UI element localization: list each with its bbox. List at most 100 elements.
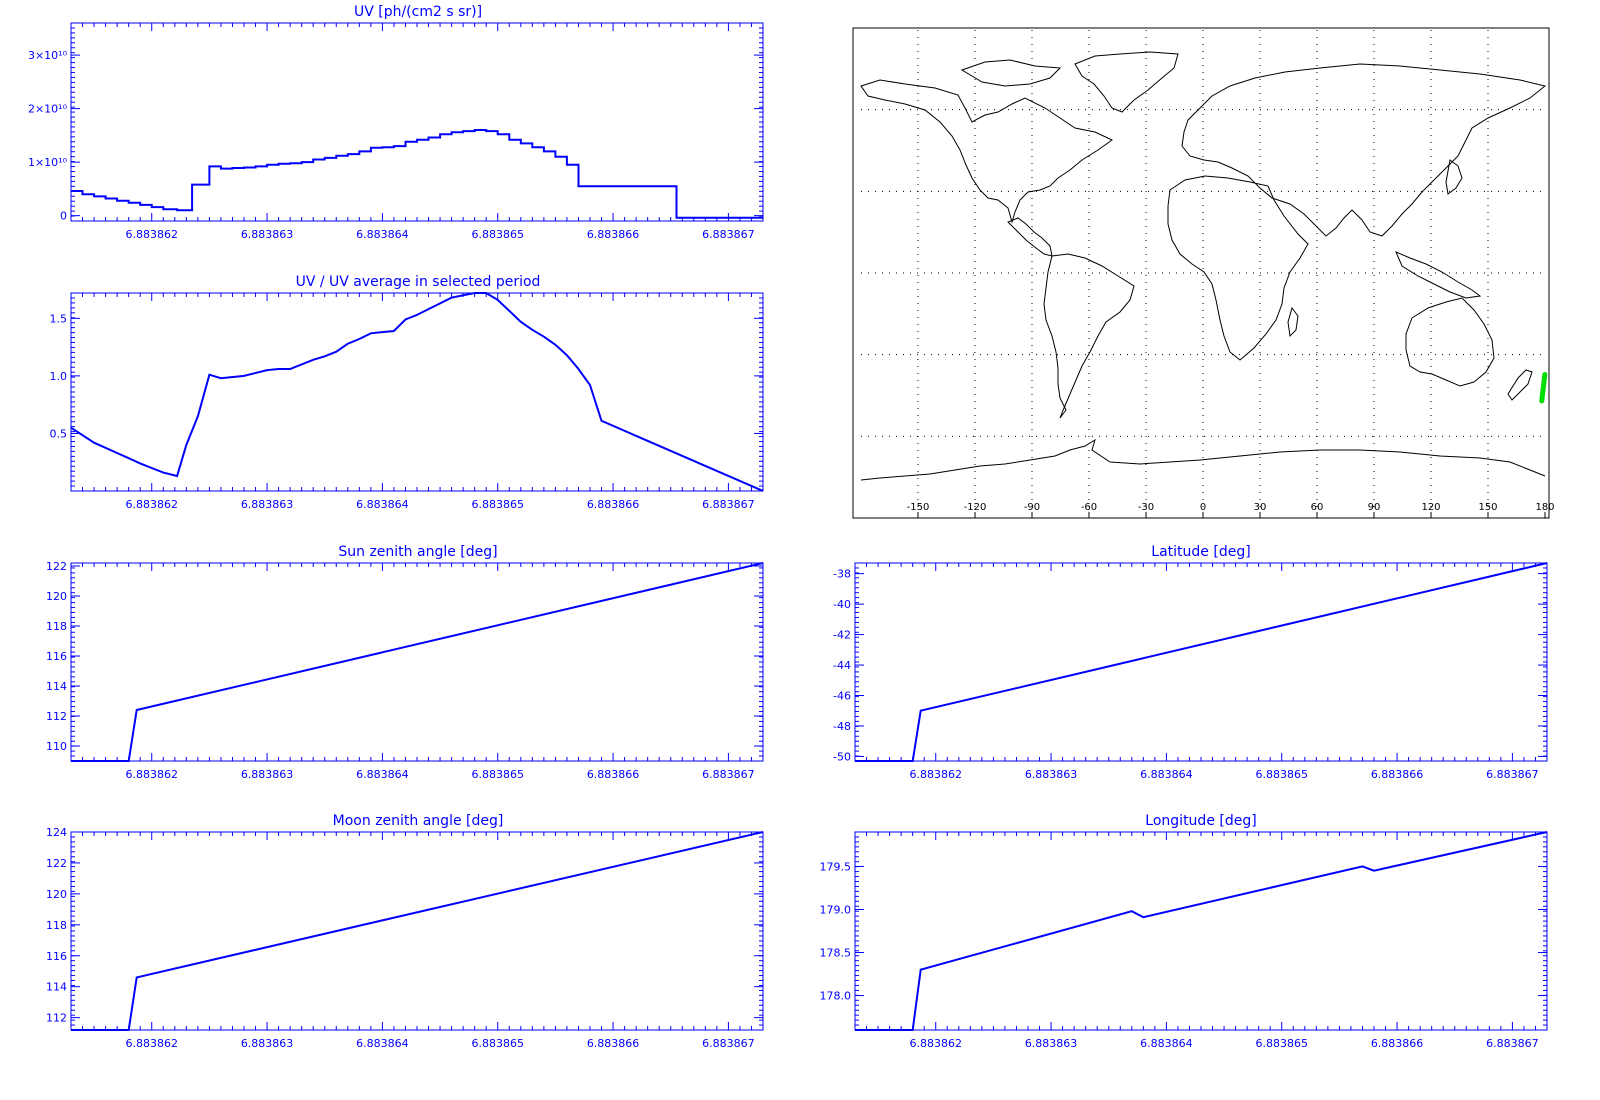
satellite-track (1539, 372, 1548, 404)
latitude-title: Latitude [deg] (1151, 544, 1250, 560)
longitude-series-line (855, 831, 1548, 1031)
sun-zenith-title: Sun zenith angle [deg] (338, 544, 497, 560)
uv-panel: UV [ph/(cm2 s sr)] 6.883862 6.883863 6.883… (28, 4, 764, 241)
y-tick-label: 120 (46, 590, 67, 603)
y-tick-label: 112 (46, 1012, 67, 1025)
uv-ratio-axes-frame (70, 292, 764, 492)
map-lon-tick-label: 30 (1254, 502, 1267, 513)
x-tick-label: 6.883867 (702, 228, 755, 241)
x-tick-label: 6.883864 (356, 498, 409, 511)
eurasia-coast (1181, 63, 1547, 237)
x-tick-label: 6.883863 (1025, 1037, 1078, 1050)
moon-zenith-series-line (71, 831, 764, 1031)
x-tick-label: 6.883864 (1140, 1037, 1193, 1050)
x-tick-label: 6.883867 (1486, 1037, 1539, 1050)
x-tick-label: 6.883866 (587, 228, 640, 241)
x-tick-label: 6.883865 (1255, 768, 1308, 781)
uv-ratio-panel: UV / UV average in selected period 6.883… (50, 274, 764, 511)
x-tick-label: 6.883864 (356, 768, 409, 781)
y-tick-label: 120 (46, 888, 67, 901)
x-tick-label: 6.883862 (125, 768, 178, 781)
map-longitude-ticks: -150 -120 -90 -60 -30 0 30 60 90 120 150 180 (907, 502, 1555, 518)
latitude-panel: Latitude [deg] 6.883862 6.883863 6.883864 6… (833, 544, 1548, 781)
y-tick-label: 0.5 (50, 427, 68, 440)
y-tick-label: -38 (833, 568, 851, 581)
southeast-asia-islands-coast (1395, 251, 1482, 299)
antarctica-coast (860, 438, 1546, 481)
sun-zenith-series-line (71, 562, 764, 762)
map-lon-tick-label: -60 (1081, 502, 1097, 513)
sun-zenith-panel: Sun zenith angle [deg] 6.883862 6.883863 6… (46, 544, 764, 781)
world-map-panel: -150 -120 -90 -60 -30 0 30 60 90 120 150 180 (852, 27, 1555, 519)
x-tick-label: 6.883862 (909, 1037, 962, 1050)
x-tick-label: 6.883862 (125, 498, 178, 511)
uv-ratio-series-line (70, 292, 764, 492)
sun-zenith-axes-frame (70, 562, 764, 762)
y-tick-label: -48 (833, 720, 851, 733)
uv-title: UV [ph/(cm2 s sr)] (354, 4, 482, 20)
x-tick-label: 6.883867 (702, 1037, 755, 1050)
y-tick-label: -44 (833, 659, 851, 672)
x-tick-label: 6.883862 (125, 228, 178, 241)
y-tick-label: 2×10¹⁰ (28, 103, 68, 116)
greenland-coast (1074, 51, 1179, 113)
map-lon-tick-label: 0 (1200, 502, 1206, 513)
uv-ratio-title: UV / UV average in selected period (296, 274, 541, 290)
y-tick-label: 116 (46, 950, 67, 963)
x-tick-label: 6.883863 (1025, 768, 1078, 781)
uv-axes-frame (70, 22, 764, 222)
x-tick-label: 6.883865 (471, 768, 524, 781)
x-tick-label: 6.883865 (471, 228, 524, 241)
central-america-coast (1007, 217, 1053, 257)
map-lon-tick-label: -150 (907, 502, 930, 513)
y-tick-label: -46 (833, 690, 851, 703)
y-tick-label: 0 (60, 210, 67, 223)
y-tick-label: 118 (46, 620, 67, 633)
y-tick-label: 114 (46, 680, 67, 693)
y-tick-label: -40 (833, 598, 851, 611)
latitude-axes-frame (854, 562, 1548, 762)
longitude-panel: Longitude [deg] 6.883862 6.883863 6.883864… (820, 813, 1548, 1050)
y-tick-label: 1×10¹⁰ (28, 156, 68, 169)
map-lon-tick-label: 120 (1421, 502, 1440, 513)
north-america-coast (860, 79, 1113, 224)
y-tick-label: 1.0 (50, 370, 68, 383)
map-lon-tick-label: 180 (1535, 502, 1554, 513)
y-tick-label: 179.0 (820, 903, 852, 916)
map-lon-tick-label: -120 (964, 502, 987, 513)
map-frame (852, 27, 1550, 519)
x-tick-label: 6.883863 (241, 498, 294, 511)
map-lon-tick-label: -90 (1024, 502, 1040, 513)
x-tick-label: 6.883863 (241, 228, 294, 241)
x-tick-label: 6.883864 (356, 228, 409, 241)
y-tick-label: 179.5 (820, 860, 852, 873)
x-tick-label: 6.883867 (1486, 768, 1539, 781)
x-tick-label: 6.883865 (1255, 1037, 1308, 1050)
map-lon-tick-label: 90 (1368, 502, 1381, 513)
x-tick-label: 6.883866 (1371, 768, 1424, 781)
moon-zenith-axes-frame (70, 831, 764, 1031)
y-tick-label: 112 (46, 710, 67, 723)
longitude-title: Longitude [deg] (1145, 813, 1256, 829)
new-zealand-coast (1507, 369, 1533, 401)
x-tick-label: 6.883867 (702, 498, 755, 511)
map-lon-tick-label: 60 (1311, 502, 1324, 513)
x-tick-label: 6.883862 (909, 768, 962, 781)
x-tick-label: 6.883865 (471, 498, 524, 511)
y-tick-label: -42 (833, 629, 851, 642)
y-tick-label: 122 (46, 560, 67, 573)
map-coastlines (860, 51, 1547, 481)
x-tick-label: 6.883865 (471, 1037, 524, 1050)
x-tick-label: 6.883862 (125, 1037, 178, 1050)
y-tick-label: 3×10¹⁰ (28, 49, 68, 62)
y-tick-label: 1.5 (50, 312, 68, 325)
x-tick-label: 6.883864 (1140, 768, 1193, 781)
x-tick-label: 6.883863 (241, 768, 294, 781)
map-lon-tick-label: -30 (1138, 502, 1154, 513)
x-tick-label: 6.883867 (702, 768, 755, 781)
arctic-islands-coast (960, 59, 1062, 87)
y-tick-label: 110 (46, 740, 67, 753)
y-tick-label: 118 (46, 919, 67, 932)
africa-coast (1167, 175, 1309, 361)
